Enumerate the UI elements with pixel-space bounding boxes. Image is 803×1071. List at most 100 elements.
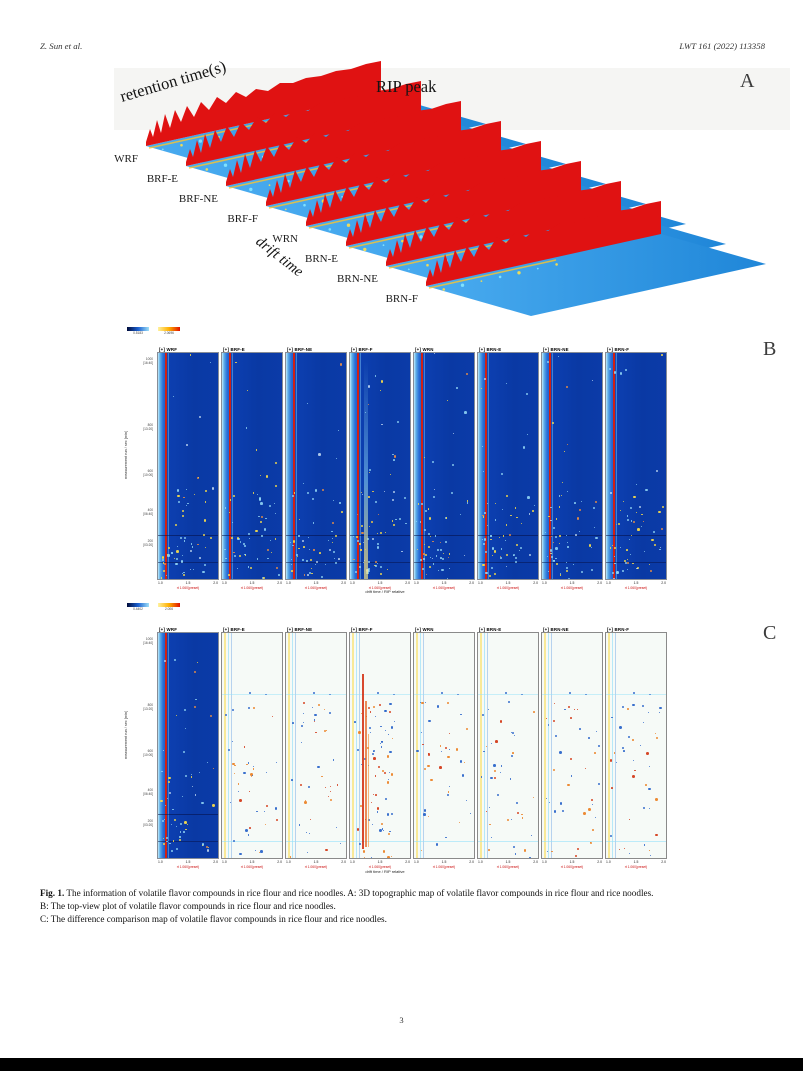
faint-stripe <box>544 633 546 858</box>
signal-dot <box>291 559 293 561</box>
signal-dot <box>513 846 516 848</box>
signal-dot <box>489 806 491 808</box>
signal-dot <box>447 791 450 793</box>
signal-dot <box>547 571 549 572</box>
signal-dot <box>262 576 266 579</box>
column-plot-area <box>478 633 538 858</box>
signal-dot <box>447 701 450 704</box>
rip-ridge <box>186 81 421 166</box>
rip-peak-label: RIP peak <box>376 77 437 96</box>
signal-dot <box>379 389 381 391</box>
signal-dot <box>292 540 296 543</box>
signal-dot <box>368 525 370 528</box>
signal-dot <box>510 818 512 820</box>
signal-dot <box>445 517 448 519</box>
y-tick: 600 [10:00] <box>143 749 153 758</box>
signal-dot <box>597 783 600 786</box>
signal-dot <box>643 843 646 846</box>
signal-dot <box>367 560 370 563</box>
faint-stripe <box>419 633 421 858</box>
column-plot-area <box>286 633 346 858</box>
signal-dot <box>526 433 528 435</box>
x-tick: 1.5 <box>185 581 191 585</box>
signal-dot <box>336 826 338 828</box>
signal-dot <box>191 776 193 778</box>
signal-dot <box>448 748 450 750</box>
signal-dot <box>332 759 335 761</box>
signal-dot <box>428 719 431 723</box>
signal-dot <box>377 542 380 546</box>
signal-dot <box>387 568 389 570</box>
signal-dot <box>510 731 512 734</box>
signal-dot <box>309 819 311 821</box>
signal-dot <box>359 543 361 545</box>
signal-dot <box>371 823 373 826</box>
y-tick: 200 [03:20] <box>143 539 153 548</box>
signal-speck <box>198 139 203 143</box>
red-streak <box>368 734 369 847</box>
signal-dot <box>554 735 557 738</box>
signal-dot <box>428 533 431 535</box>
signal-dot <box>619 546 622 549</box>
figure-caption: Fig. 1. The information of volatile flav… <box>40 887 767 927</box>
signal-dot <box>626 558 629 560</box>
signal-dot <box>624 561 627 565</box>
faint-stripe <box>291 633 293 858</box>
signal-dot <box>565 567 568 570</box>
signal-dot <box>300 742 302 744</box>
column-header: [+] BRF-NE <box>287 627 313 632</box>
signal-dot <box>464 762 465 763</box>
cross-row <box>542 841 602 843</box>
column-plot-area <box>542 633 602 858</box>
signal-dot <box>324 564 326 566</box>
signal-dot <box>171 849 174 853</box>
signal-dot <box>401 550 403 553</box>
signal-dot <box>506 383 508 385</box>
column-plot-area <box>158 353 218 579</box>
faint-stripe <box>487 633 488 858</box>
signal-dot <box>180 560 184 563</box>
signal-dot <box>429 557 431 559</box>
signal-dot <box>162 838 164 840</box>
signal-dot <box>652 530 655 534</box>
faint-stripe <box>423 633 424 858</box>
signal-dot <box>312 522 315 524</box>
signal-dot <box>335 457 337 459</box>
y-tick-minutes: [03:20] <box>143 542 153 547</box>
signal-dot <box>399 517 401 520</box>
x-tick: 2.0 <box>341 581 346 585</box>
signal-dot <box>614 371 617 374</box>
signal-dot <box>505 692 507 694</box>
signal-dot <box>190 543 193 545</box>
signal-dot <box>298 547 300 550</box>
signal-dot <box>265 517 267 520</box>
signal-dot <box>248 537 251 540</box>
x-tick: 1.0 <box>414 860 419 864</box>
signal-dot <box>250 773 253 776</box>
x-tick-row: 1.0 1.5 2.0 <box>542 860 602 864</box>
rip-tail <box>424 353 425 579</box>
signal-dot <box>519 550 521 552</box>
signal-dot <box>381 740 384 744</box>
signal-dot <box>629 506 632 509</box>
cross-row <box>478 841 538 843</box>
signal-dot <box>649 569 652 572</box>
signal-dot <box>588 808 591 811</box>
signal-dot <box>551 555 554 558</box>
signal-dot <box>243 544 246 547</box>
bright-streak <box>364 361 368 579</box>
signal-speck <box>284 208 287 211</box>
signal-dot <box>164 819 166 821</box>
signal-dot <box>383 829 384 831</box>
signal-dot <box>425 510 428 513</box>
signal-dot <box>513 734 516 737</box>
signal-dot <box>367 568 371 571</box>
signal-dot <box>228 574 230 576</box>
signal-dot <box>566 490 568 492</box>
signal-dot <box>423 809 426 812</box>
rip-tail <box>232 353 233 579</box>
y-tick-seconds: 400 <box>147 788 153 792</box>
signal-dot <box>274 462 277 465</box>
signal-dot <box>314 713 317 717</box>
faint-stripe <box>231 633 232 858</box>
